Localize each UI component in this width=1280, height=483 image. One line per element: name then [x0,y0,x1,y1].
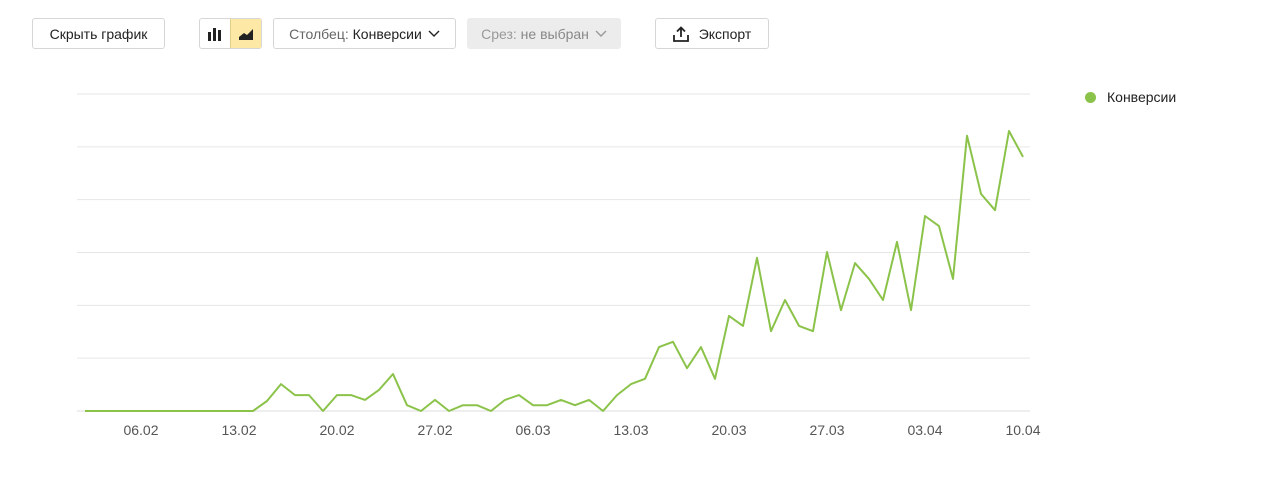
bar-chart-type-button[interactable] [200,19,230,48]
x-tick-label: 27.02 [417,422,452,438]
x-tick-label: 27.03 [809,422,844,438]
column-select-value: Конверсии [352,25,422,42]
slice-select[interactable]: Срез: не выбран [467,18,621,49]
export-button[interactable]: Экспорт [655,18,769,49]
column-select-key: Столбец: [289,25,349,42]
export-label: Экспорт [698,25,752,42]
x-tick-label: 20.03 [711,422,746,438]
legend-marker [1085,91,1096,103]
x-tick-label: 10.04 [1005,422,1040,438]
hide-chart-label: Скрыть график [49,25,148,42]
hide-chart-button[interactable]: Скрыть график [32,18,165,49]
upload-icon [672,25,689,42]
slice-select-value: не выбран [520,25,589,42]
chevron-down-icon [595,30,607,37]
series-line [85,130,1024,412]
legend-item[interactable]: Конверсии [1085,89,1176,105]
x-tick-label: 06.03 [515,422,550,438]
x-tick-label: 03.04 [907,422,942,438]
column-select[interactable]: Столбец: Конверсии [273,18,456,49]
x-tick-label: 13.03 [613,422,648,438]
slice-select-key: Срез: [481,25,517,42]
chart-type-switcher [199,18,262,49]
area-chart-type-button[interactable] [230,19,261,48]
bar-chart-icon [208,27,222,41]
chevron-down-icon [428,30,440,37]
x-tick-label: 13.02 [221,422,256,438]
x-tick-label: 20.02 [319,422,354,438]
area-chart-icon [239,28,254,40]
x-tick-label: 06.02 [123,422,158,438]
legend-label: Конверсии [1107,89,1177,105]
